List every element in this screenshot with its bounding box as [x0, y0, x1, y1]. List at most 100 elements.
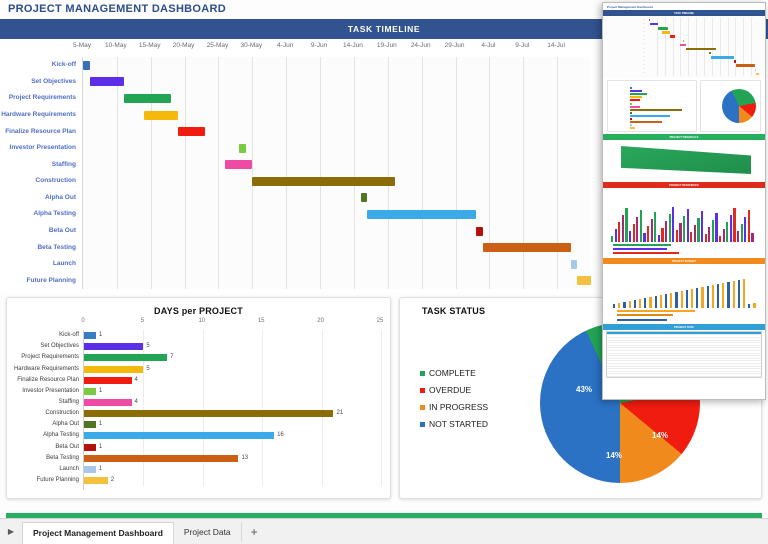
- dashboard-preview-overlay[interactable]: Project Management Dashboard TASK TIMELI…: [602, 2, 766, 400]
- overlay-gantt-bar: [754, 68, 757, 71]
- gantt-date-tick: 24-Jun: [410, 42, 431, 49]
- tab-nav-arrow-icon[interactable]: ▶: [7, 527, 15, 536]
- days-bar-value: 21: [336, 410, 344, 417]
- overlay-budget-bar: [722, 283, 725, 308]
- overlay-gantt-task-label: —: [643, 18, 645, 21]
- overlay-budget-bar: [639, 299, 642, 308]
- overlay-days-bar: [630, 121, 663, 124]
- status-legend-swatch: [420, 404, 425, 410]
- overlay-gantt-gridline: [751, 18, 753, 76]
- overlay-gantt-task-label: —: [643, 64, 645, 67]
- overlay-resource-bar: [643, 233, 646, 242]
- overlay-section-band: PROJECT BUDGET: [603, 258, 765, 264]
- gantt-date-tick: 9-Jul: [515, 42, 530, 49]
- overlay-budget-bar: [665, 294, 668, 308]
- overlay-gantt-gridline: [719, 18, 721, 76]
- status-legend-item[interactable]: COMPLETE: [420, 368, 488, 378]
- overlay-gantt-gridline: [672, 18, 674, 76]
- gantt-bar[interactable]: [577, 276, 591, 286]
- gantt-task-label: Project Requirements: [8, 94, 76, 102]
- gantt-bar[interactable]: [89, 77, 124, 87]
- days-bar[interactable]: [84, 354, 168, 362]
- days-bar[interactable]: [84, 476, 108, 484]
- add-sheet-button[interactable]: +: [250, 524, 258, 539]
- days-bar[interactable]: [84, 343, 144, 351]
- gantt-gridline: [353, 57, 355, 289]
- status-pie-percent-label: 14%: [606, 451, 623, 460]
- days-chart-plot-area: 1 5 7 5 4 1 4 21 1 16 1 13 1 2: [83, 330, 382, 490]
- gantt-bar[interactable]: [360, 193, 368, 203]
- overlay-gantt-bar: [685, 47, 717, 51]
- days-bar[interactable]: [84, 410, 334, 418]
- overlay-section-band-label: PROJECT DATA: [674, 325, 694, 329]
- days-bar[interactable]: [84, 387, 96, 395]
- overlay-gantt-task-label: —: [643, 55, 645, 58]
- overlay-body: TASK TIMELINE — — — — — — — — — — — — — — PROJECT FINAN…: [603, 10, 765, 378]
- overlay-days-bar: [630, 99, 640, 102]
- status-legend-item[interactable]: IN PROGRESS: [420, 402, 488, 412]
- overlay-days-bar: [630, 93, 648, 96]
- overlay-resource-bar: [690, 232, 693, 242]
- status-legend-swatch: [420, 421, 425, 427]
- overlay-resource-bar: [733, 208, 736, 242]
- days-gridline: [262, 330, 264, 486]
- overlay-resource-bar: [639, 210, 642, 242]
- overlay-gantt-bar: [682, 39, 685, 42]
- overlay-budget-bar: [732, 281, 735, 308]
- gantt-bar[interactable]: [225, 160, 253, 170]
- overlay-gantt-bar: [649, 18, 651, 22]
- days-chart-category-labels: Kick-off Set Objectives Project Requiremen…: [7, 330, 83, 490]
- overlay-resource-bar: [672, 207, 675, 242]
- gantt-bar[interactable]: [475, 226, 483, 236]
- days-bar[interactable]: [84, 332, 96, 340]
- status-legend-item[interactable]: NOT STARTED: [420, 419, 488, 429]
- overlay-resource-bar: [711, 220, 714, 242]
- days-gridline: [202, 330, 204, 486]
- gantt-task-label: Finalize Resource Plan: [5, 127, 76, 135]
- gantt-bar[interactable]: [177, 127, 205, 137]
- days-category-label: Construction: [45, 410, 79, 417]
- days-category-label: Hardware Requirements: [13, 365, 79, 372]
- gantt-bar[interactable]: [570, 259, 578, 269]
- tab-project-management-dashboard[interactable]: Project Management Dashboard: [22, 521, 174, 544]
- overlay-budget-bar: [701, 287, 704, 308]
- overlay-budget-bar: [680, 291, 683, 308]
- gantt-plot-area: [82, 57, 591, 289]
- overlay-days-bar: [630, 114, 670, 117]
- gantt-bar[interactable]: [367, 209, 476, 219]
- days-bar[interactable]: [84, 398, 132, 406]
- overlay-resource-bar: [629, 231, 632, 242]
- days-bar[interactable]: [84, 365, 144, 373]
- overlay-gantt-gridline: [664, 18, 666, 76]
- days-bar-value: 4: [134, 398, 138, 405]
- status-legend-item[interactable]: OVERDUE: [420, 385, 488, 395]
- overlay-funnel-chart: [603, 140, 765, 182]
- gantt-bar[interactable]: [252, 176, 395, 186]
- gantt-bar[interactable]: [143, 110, 178, 120]
- overlay-gantt-gridline: [743, 18, 745, 76]
- days-gridline: [321, 330, 323, 486]
- days-bar[interactable]: [84, 432, 275, 440]
- days-x-tick: 20: [317, 318, 324, 324]
- overlay-budget-bar: [685, 290, 688, 308]
- overlay-days-bar: [630, 108, 683, 111]
- gantt-bar[interactable]: [238, 143, 246, 153]
- overlay-table-row: [607, 356, 761, 359]
- days-category-label: Launch: [59, 465, 79, 472]
- days-category-label: Future Planning: [36, 476, 79, 483]
- sheet-tab-bar[interactable]: ▶ Project Management Dashboard Project D…: [0, 518, 768, 544]
- overlay-budget-bar: [654, 296, 657, 308]
- days-bar[interactable]: [84, 376, 132, 384]
- overlay-mini-charts-row: [603, 78, 765, 134]
- days-bar[interactable]: [84, 465, 96, 473]
- tab-project-data[interactable]: Project Data: [174, 521, 242, 542]
- gantt-bar[interactable]: [123, 93, 172, 103]
- days-bar[interactable]: [84, 421, 96, 429]
- overlay-budget-bar: [623, 302, 626, 308]
- days-bar[interactable]: [84, 454, 239, 462]
- days-bar[interactable]: [84, 443, 96, 451]
- overlay-gantt-bar: [679, 43, 686, 47]
- gantt-bar[interactable]: [83, 60, 90, 70]
- task-timeline-band: TASK TIMELINE: [0, 19, 768, 39]
- gantt-bar[interactable]: [482, 243, 571, 253]
